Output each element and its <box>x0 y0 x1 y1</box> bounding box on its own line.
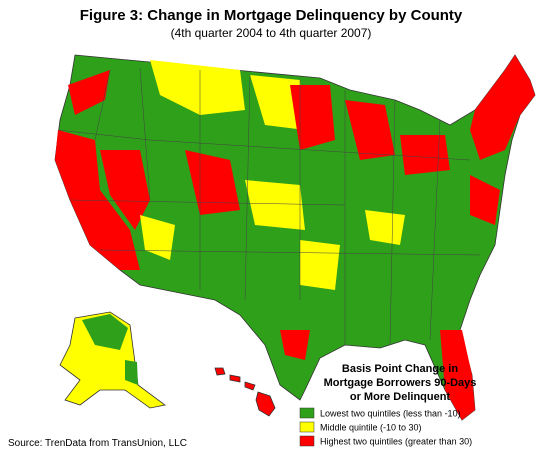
source: Source: TrenData from TransUnion, LLC <box>8 438 187 449</box>
legend-title: Mortgage Borrowers 90-Days <box>324 377 477 389</box>
alaska <box>59 311 166 409</box>
legend-title: or More Delinquent <box>350 391 451 403</box>
region-mid <box>150 60 245 115</box>
region-high <box>280 330 310 360</box>
region-high <box>100 150 150 230</box>
region-high <box>470 175 500 225</box>
legend-label: Highest two quintiles (greater than 30) <box>320 437 472 447</box>
subtitle: (4th quarter 2004 to 4th quarter 2007) <box>171 26 372 40</box>
region-mid <box>300 240 340 290</box>
region-high <box>185 150 240 215</box>
legend-swatch <box>299 407 315 419</box>
hawaii <box>214 367 276 417</box>
region-mid <box>365 210 405 245</box>
legend-title: Basis Point Change in <box>342 363 458 375</box>
region-high <box>345 100 395 160</box>
region-mid <box>140 215 175 260</box>
region-high <box>290 85 335 150</box>
state-borders <box>57 67 481 346</box>
title: Figure 3: Change in Mortgage Delinquency… <box>80 7 463 24</box>
alaska-region <box>125 360 138 385</box>
legend-swatch <box>299 421 315 433</box>
legend-label: Lowest two quintiles (less than -10) <box>320 409 461 419</box>
us-map <box>54 54 536 421</box>
region-high <box>68 70 110 115</box>
region-high <box>55 130 140 270</box>
alaska-region <box>82 314 128 350</box>
region-high <box>470 55 535 160</box>
legend: Basis Point Change in Mortgage Borrowers… <box>299 363 477 447</box>
region-mid <box>245 180 305 230</box>
region-high <box>440 330 475 420</box>
legend-label: Middle quintile (-10 to 30) <box>320 423 422 433</box>
region-high <box>400 135 450 175</box>
legend-swatch <box>299 435 315 447</box>
